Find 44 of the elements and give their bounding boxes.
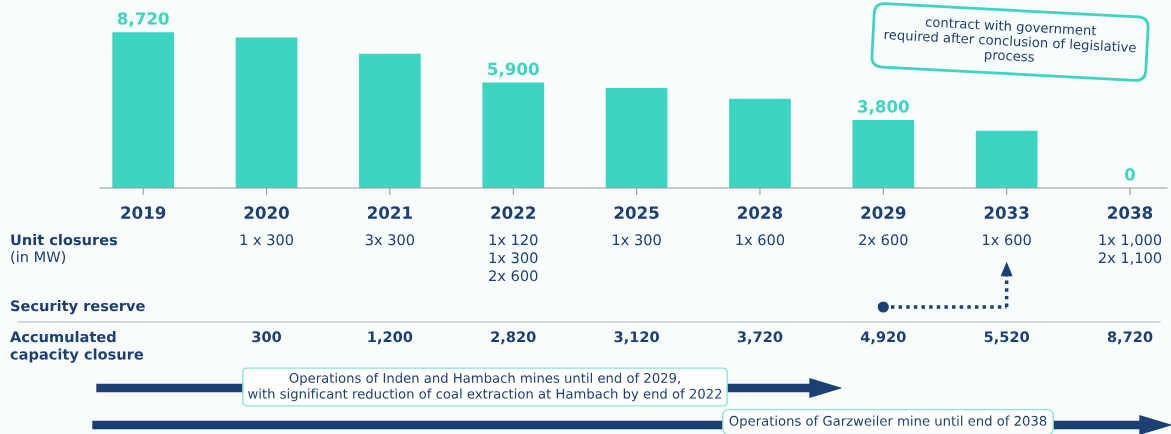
data-label: 3,800 <box>858 100 909 115</box>
text: Operations of Inden and Hambach mines until end of 2029, with significant reduction of coal extraction at Hambach by end of 2022 <box>248 372 722 402</box>
bar <box>852 120 915 188</box>
data-label: 5,900 <box>488 62 539 78</box>
x-tick-label: 2033 <box>984 206 1029 219</box>
bar <box>975 130 1038 188</box>
text: Operations of Garzweiler mine until end of 2038 <box>729 415 1047 429</box>
annotation: contract with government required after conclusion of legislative process <box>884 16 1137 65</box>
text: 4,920 <box>860 331 906 345</box>
bar <box>112 32 175 188</box>
x-tick-label: 2020 <box>244 206 289 219</box>
text: 2,820 <box>491 331 536 345</box>
bar <box>729 98 791 188</box>
text: 3,720 <box>737 331 783 345</box>
text: 1x 300 <box>613 234 661 246</box>
data-label: 0 <box>1124 168 1135 181</box>
x-tick-label: 2029 <box>861 206 906 219</box>
bar <box>605 87 668 188</box>
text: Unit closures <box>11 234 118 246</box>
x-tick-label: 2025 <box>614 206 659 219</box>
text: 8,720 <box>1107 331 1153 345</box>
text: 1x 600 <box>736 234 785 246</box>
text: 5,520 <box>984 331 1030 345</box>
x-tick-label: 2021 <box>368 206 412 219</box>
x-tick-label: 2019 <box>121 206 166 219</box>
bar <box>359 53 421 188</box>
bar <box>235 37 298 188</box>
text: 1 x 300 <box>240 234 294 246</box>
text: 1x 120 1x 300 2x 600 <box>489 234 538 282</box>
text: Security reserve <box>11 300 145 315</box>
x-tick-label: 2028 <box>738 206 783 219</box>
text: 1,200 <box>368 331 413 345</box>
text: Accumulated capacity closure <box>10 331 144 363</box>
text: 3,120 <box>614 331 659 345</box>
data-label: 8,720 <box>117 12 169 27</box>
x-tick-label: 2038 <box>1108 206 1153 219</box>
text: 3x 300 <box>365 234 415 246</box>
text: 1x 600 <box>983 234 1031 246</box>
text: 1x 1,000 2x 1,100 <box>1098 234 1162 265</box>
text: (in MW) <box>11 251 66 264</box>
text: 300 <box>252 331 282 343</box>
bar <box>482 82 545 188</box>
x-tick-label: 2022 <box>491 206 535 219</box>
text: 2x 600 <box>859 234 908 246</box>
